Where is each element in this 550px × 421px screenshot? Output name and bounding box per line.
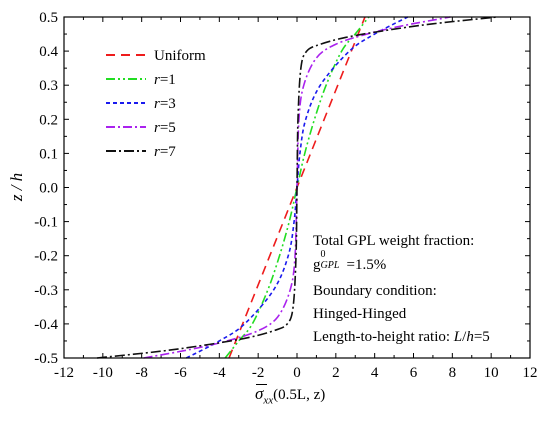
x-tick-label: -2 — [252, 365, 265, 381]
annotation-line-4: Hinged-Hinged — [313, 306, 407, 322]
legend-label: Uniform — [154, 48, 206, 64]
y-tick-label: -0.3 — [34, 283, 58, 299]
y-tick-label: -0.1 — [34, 215, 58, 231]
x-tick-label: -8 — [135, 365, 148, 381]
legend-label: r=3 — [154, 96, 176, 112]
annotation-value: =1.5% — [346, 257, 387, 273]
x-tick-label: 10 — [484, 365, 499, 381]
x-tick-label: -12 — [54, 365, 74, 381]
series-layer — [96, 16, 498, 359]
plot-frame — [63, 16, 531, 359]
y-axis-label: z / h — [7, 173, 26, 202]
legend: Uniform r=1 r=3 r=5 r=7 — [106, 48, 206, 160]
x-axis-args: (0.5L, z) — [273, 387, 326, 403]
annotation-line-2: g 0 GPL =1.5% — [313, 249, 387, 274]
annotation-line-3: Boundary condition: — [313, 283, 437, 299]
y-tick-label: 0.0 — [39, 181, 58, 197]
legend-label: r=7 — [154, 144, 176, 160]
annotation-sup: 0 — [320, 249, 326, 260]
y-tick-label: 0.3 — [39, 78, 58, 94]
y-tick-label: 0.4 — [39, 44, 58, 60]
annotation-ratio-h: h — [466, 329, 474, 345]
annotation-line-5: Length-to-height ratio: L/h=5 — [313, 329, 490, 346]
x-axis-symbol: σ — [255, 384, 264, 403]
annotation-line-1: Total GPL weight fraction: — [313, 233, 475, 249]
y-tick-label: -0.5 — [34, 351, 58, 367]
annotation-ratio-prefix: Length-to-height ratio: — [313, 329, 454, 345]
x-tick-label: 8 — [449, 365, 457, 381]
tick-labels: -12 -10 -8 -6 -4 -2 0 2 4 6 8 10 12 -0.5 -0.4 -0.3 -0.2 -… — [34, 10, 537, 381]
legend-label: r=5 — [154, 120, 176, 136]
annotation-g: g — [313, 257, 321, 273]
x-tick-label: -10 — [93, 365, 113, 381]
x-tick-label: 12 — [523, 365, 538, 381]
x-tick-label: -4 — [213, 365, 226, 381]
annotation-ratio-slash: / — [462, 329, 467, 345]
x-axis-label: σxx(0.5L, z) — [255, 384, 325, 406]
y-tick-label: -0.4 — [34, 317, 58, 333]
series-line-r-7 — [96, 16, 498, 359]
x-tick-label: 6 — [410, 365, 418, 381]
annotation-sub: GPL — [320, 260, 340, 271]
y-tick-label: 0.5 — [39, 10, 58, 26]
annotation-ratio-L: L — [453, 329, 463, 345]
x-tick-label: 0 — [293, 365, 301, 381]
legend-label: r=1 — [154, 72, 176, 88]
y-tick-label: 0.1 — [39, 146, 58, 162]
y-tick-label: 0.2 — [39, 112, 58, 128]
series-line-r-1 — [224, 16, 370, 359]
x-axis-subscript: xx — [263, 394, 274, 407]
x-tick-label: 2 — [332, 365, 340, 381]
y-tick-label: -0.2 — [34, 249, 58, 265]
x-tick-label: 4 — [371, 365, 379, 381]
annotation-ratio-value: =5 — [473, 329, 490, 345]
x-tick-label: -6 — [174, 365, 187, 381]
